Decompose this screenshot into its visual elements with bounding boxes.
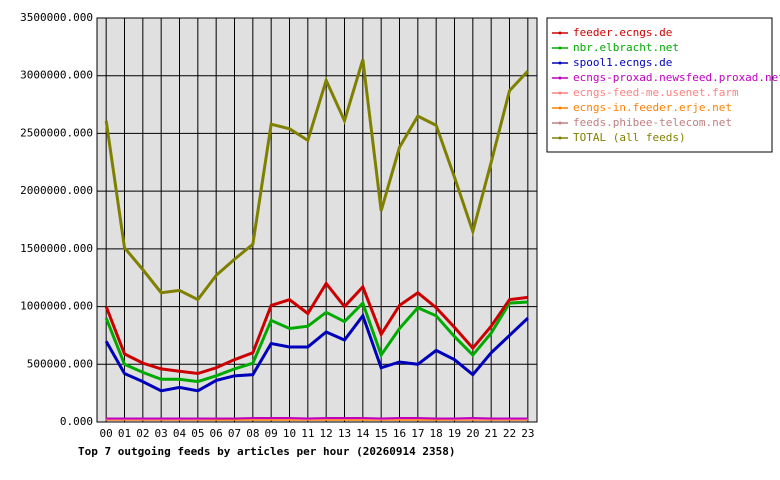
y-tick-label: 2500000.000 bbox=[20, 126, 93, 139]
series-line bbox=[104, 300, 528, 384]
x-tick-label: 05 bbox=[191, 427, 204, 440]
x-tick-label: 12 bbox=[320, 427, 333, 440]
legend-marker bbox=[558, 31, 562, 35]
x-tick-label: 04 bbox=[173, 427, 187, 440]
y-tick-label: 3000000.000 bbox=[20, 69, 93, 82]
x-tick-label: 03 bbox=[155, 427, 168, 440]
legend-label: nbr.elbracht.net bbox=[573, 41, 679, 54]
x-tick-label: 22 bbox=[503, 427, 516, 440]
x-tick-label: 19 bbox=[448, 427, 461, 440]
legend-marker bbox=[558, 46, 562, 50]
plot-area bbox=[96, 17, 538, 423]
legend-marker bbox=[558, 136, 562, 140]
x-tick-label: 20 bbox=[466, 427, 479, 440]
x-tick-label: 02 bbox=[136, 427, 149, 440]
series-line bbox=[104, 59, 529, 302]
x-tick-label: 23 bbox=[521, 427, 534, 440]
x-tick-label: 17 bbox=[411, 427, 424, 440]
x-tick-label: 18 bbox=[430, 427, 443, 440]
y-tick-label: 500000.000 bbox=[27, 357, 93, 370]
x-tick-label: 09 bbox=[265, 427, 278, 440]
x-tick-label: 15 bbox=[375, 427, 388, 440]
legend-marker bbox=[558, 106, 562, 110]
legend-marker bbox=[558, 76, 562, 80]
legend-box bbox=[546, 17, 773, 153]
chart-title: Top 7 outgoing feeds by articles per hou… bbox=[78, 445, 456, 458]
legend-label: ecngs-feed-me.usenet.farm bbox=[573, 86, 739, 99]
y-tick-label: 0.000 bbox=[60, 415, 93, 428]
legend-label: feeder.ecngs.de bbox=[573, 26, 672, 39]
legend-label: TOTAL (all feeds) bbox=[573, 131, 686, 144]
legend-label: feeds.phibee-telecom.net bbox=[573, 116, 732, 129]
legend-label: spool1.ecngs.de bbox=[573, 56, 672, 69]
legend-marker bbox=[558, 121, 562, 125]
x-tick-label: 08 bbox=[246, 427, 259, 440]
series-line bbox=[104, 280, 529, 376]
legend-label: ecngs-in.feeder.erje.net bbox=[573, 101, 732, 114]
legend-marker bbox=[558, 91, 562, 95]
x-tick-label: 14 bbox=[356, 427, 370, 440]
x-tick-label: 21 bbox=[485, 427, 498, 440]
x-tick-label: 11 bbox=[301, 427, 314, 440]
series-line bbox=[104, 312, 529, 393]
y-tick-label: 2000000.000 bbox=[20, 184, 93, 197]
x-tick-label: 06 bbox=[210, 427, 223, 440]
x-tick-label: 01 bbox=[118, 427, 131, 440]
y-tick-label: 3500000.000 bbox=[20, 11, 93, 24]
x-tick-label: 00 bbox=[100, 427, 113, 440]
legend-label: ecngs-proxad.newsfeed.proxad.net bbox=[573, 71, 780, 84]
legend-marker bbox=[558, 61, 562, 65]
y-tick-label: 1500000.000 bbox=[20, 242, 93, 255]
x-tick-label: 07 bbox=[228, 427, 241, 440]
x-tick-label: 16 bbox=[393, 427, 406, 440]
x-tick-label: 10 bbox=[283, 427, 296, 440]
series-line bbox=[106, 416, 528, 420]
y-tick-label: 1000000.000 bbox=[20, 300, 93, 313]
x-tick-label: 13 bbox=[338, 427, 351, 440]
